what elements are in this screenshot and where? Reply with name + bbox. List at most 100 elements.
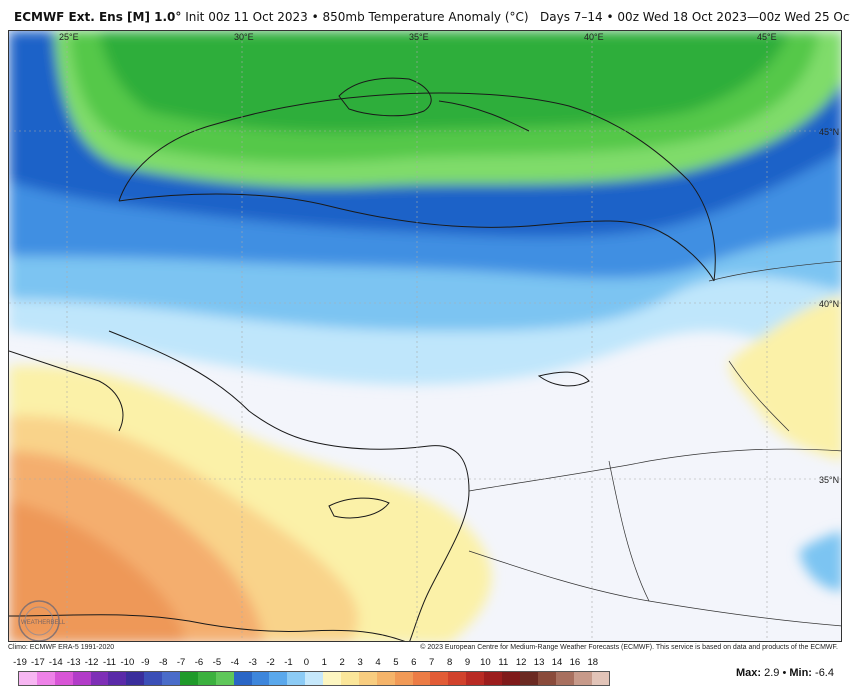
colorbar-tick-label: 18 xyxy=(587,657,599,668)
colorbar-tick-label: 9 xyxy=(464,657,471,668)
colorbar-tick-label: -12 xyxy=(84,657,99,668)
colorbar-tick-label: 10 xyxy=(480,657,491,668)
colorbar-tick-label: 11 xyxy=(498,657,509,668)
colorbar-tick-label: 12 xyxy=(515,657,527,668)
header: ECMWF Ext. Ens [M] 1.0° Init 00z 11 Oct … xyxy=(0,0,850,30)
azov-coast xyxy=(438,100,530,132)
colorbar-swatch xyxy=(251,672,270,685)
lat-label: 45°N xyxy=(819,127,839,137)
colorbar-tick-label: 3 xyxy=(357,657,363,668)
colorbar-swatch xyxy=(341,672,359,685)
colorbar-swatch xyxy=(269,672,288,685)
min-label: Min: xyxy=(789,667,812,679)
colorbar-swatch xyxy=(358,672,377,685)
colorbar-tick-label: -1 xyxy=(284,657,293,668)
colorbar-tick-label: -3 xyxy=(248,657,257,668)
turkey-syria-border xyxy=(468,448,841,492)
lon-labels: 25°E 30°E 35°E 40°E 45°E xyxy=(59,32,777,42)
iran-border xyxy=(728,360,790,432)
cyprus xyxy=(328,497,390,519)
colorbar-tick-label: -13 xyxy=(66,657,81,668)
colorbar-swatch xyxy=(573,672,592,685)
colorbar-tick-label: -8 xyxy=(158,657,168,668)
forecast-days: Days 7–14 xyxy=(540,10,603,24)
lon-label: 25°E xyxy=(59,32,79,42)
separator: • xyxy=(311,10,319,24)
colorbar-tick-label: 2 xyxy=(339,657,345,668)
colorbar-tick-label: 14 xyxy=(551,657,563,668)
borders xyxy=(468,260,841,627)
colorbar-swatch xyxy=(502,672,520,685)
colorbar-swatch xyxy=(108,672,127,685)
map-canvas: 25°E 30°E 35°E 40°E 45°E 45°N 40°N 35°N … xyxy=(9,31,841,641)
anatolia-south-coast xyxy=(108,330,470,641)
border-line xyxy=(608,460,650,602)
colorbar-tick-label: 0 xyxy=(303,657,310,668)
colorbar-tick-label: -7 xyxy=(176,657,186,668)
colorbar-swatches xyxy=(18,671,611,686)
colorbar-swatch xyxy=(466,672,485,685)
colorbar-tick-label: 6 xyxy=(411,657,417,668)
min-value: -6.4 xyxy=(815,667,834,679)
greece-coast xyxy=(9,350,124,432)
colorbar-tick-label: -10 xyxy=(120,657,135,668)
yellow-east-area xyxy=(729,296,841,461)
colorbar-swatch xyxy=(376,672,395,685)
colorbar-swatch xyxy=(233,672,252,685)
colorbar-swatch xyxy=(126,672,145,685)
colorbar-tick-label: -17 xyxy=(31,657,45,668)
field-name: 850mb Temperature Anomaly (°C) xyxy=(322,10,529,24)
black-sea-south-coast xyxy=(118,193,715,282)
colorbar-swatch xyxy=(180,672,198,685)
colorbar-swatch xyxy=(162,672,181,685)
logo-text: WEATHERBELL xyxy=(21,620,66,626)
black-sea-north-coast xyxy=(118,92,716,282)
credits: Climo: ECMWF ERA-5 1991-2020 © 2023 Euro… xyxy=(8,643,842,655)
anomaly-map: 25°E 30°E 35°E 40°E 45°E 45°N 40°N 35°N … xyxy=(8,30,842,642)
colorbar-swatch xyxy=(215,672,234,685)
lat-labels: 45°N 40°N 35°N xyxy=(819,127,839,485)
colorbar-swatch xyxy=(72,672,91,685)
colorbar-swatch xyxy=(54,672,73,685)
colorbar-swatch xyxy=(412,672,431,685)
colorbar-swatch xyxy=(591,672,610,685)
lat-label: 35°N xyxy=(819,475,839,485)
colorbar-swatch xyxy=(197,672,216,685)
colorbar-swatch xyxy=(394,672,413,685)
colorbar-tick-label: 1 xyxy=(321,657,327,668)
stats-separator: • xyxy=(782,667,787,679)
lon-label: 35°E xyxy=(409,32,429,42)
colorbar-swatch xyxy=(144,672,163,685)
max-value: 2.9 xyxy=(764,667,780,679)
colorbar-swatch xyxy=(537,672,556,685)
max-min-stats: Max: 2.9 • Min: -6.4 xyxy=(736,667,834,679)
colorbar-tick-label: -4 xyxy=(230,657,240,668)
colorbar-swatch xyxy=(287,672,306,685)
colorbar-swatch xyxy=(448,672,467,685)
colorbar-swatch xyxy=(305,672,324,685)
model-name: ECMWF Ext. Ens [M] 1.0° xyxy=(14,10,182,24)
colorbar-tick-label: 16 xyxy=(569,657,581,668)
max-label: Max: xyxy=(735,667,762,679)
colorbar-swatch xyxy=(90,672,109,685)
colorbar-swatch xyxy=(36,672,55,685)
coastlines xyxy=(9,77,716,641)
valid-period: 00z Wed 18 Oct 2023—00z Wed 25 Oct 2023 xyxy=(617,10,850,24)
blue-southeast-area xyxy=(799,531,841,591)
colorbar-swatch xyxy=(519,672,538,685)
colorbar-tick-label: -9 xyxy=(141,657,150,668)
copyright-credit: © 2023 European Centre for Medium-Range … xyxy=(420,644,838,651)
colorbar-tick-label: 5 xyxy=(393,657,399,668)
lon-label: 30°E xyxy=(234,32,254,42)
lon-label: 45°E xyxy=(757,32,777,42)
lon-label: 40°E xyxy=(584,32,604,42)
init-time: Init 00z 11 Oct 2023 xyxy=(185,10,308,24)
caucasus-border xyxy=(708,260,841,282)
colorbar-tick-label: 7 xyxy=(429,657,435,668)
colorbar-swatch xyxy=(484,672,503,685)
colorbar-tick-label: -14 xyxy=(48,657,63,668)
weatherbell-logo: WEATHERBELL xyxy=(18,600,66,641)
colorbar-swatch xyxy=(430,672,449,685)
lake-van xyxy=(537,371,590,387)
colorbar-tick-label: -5 xyxy=(212,657,222,668)
